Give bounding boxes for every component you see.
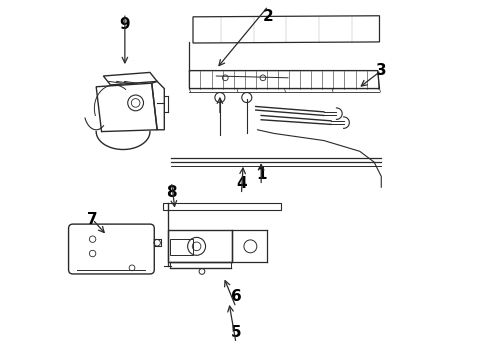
Text: 1: 1 [256,167,267,182]
Text: 3: 3 [376,63,387,78]
Text: 5: 5 [231,325,242,340]
Text: 2: 2 [263,9,274,24]
Text: 7: 7 [87,212,98,227]
Text: 4: 4 [236,176,247,191]
Text: 8: 8 [166,185,177,200]
Text: 9: 9 [120,17,130,32]
Text: 6: 6 [231,289,242,304]
